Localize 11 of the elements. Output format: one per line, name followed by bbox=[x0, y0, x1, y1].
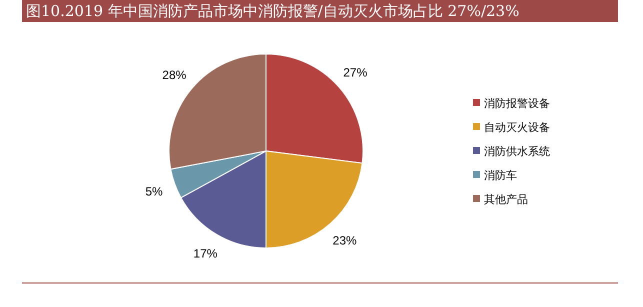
chart-title: 图10.2019 年中国消防产品市场中消防报警/自动灭火市场占比 27%/23% bbox=[26, 2, 520, 20]
legend-label: 其他产品 bbox=[484, 193, 528, 206]
legend-label: 消防报警设备 bbox=[484, 97, 550, 110]
legend-label: 自动灭火设备 bbox=[484, 121, 550, 134]
legend-label: 消防车 bbox=[484, 169, 517, 182]
data-label: 28% bbox=[162, 68, 187, 82]
data-label: 17% bbox=[193, 246, 218, 260]
data-label: 5% bbox=[145, 184, 164, 198]
data-label: 27% bbox=[343, 65, 368, 80]
legend-label: 消防供水系统 bbox=[484, 145, 550, 158]
data-label: 23% bbox=[332, 233, 358, 248]
